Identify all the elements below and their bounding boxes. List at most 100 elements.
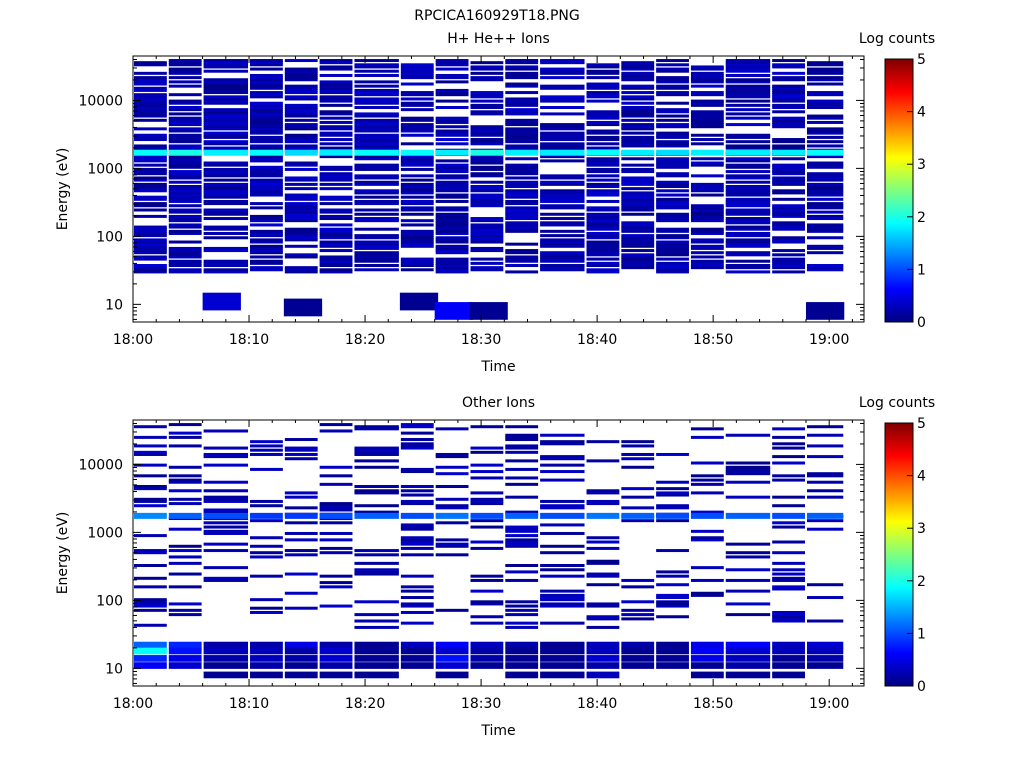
x-tick-label: 18:30 [461,696,501,712]
heatmap-cell [505,450,539,454]
heatmap-cell [134,178,167,182]
heatmap-cell [621,163,655,167]
heatmap-cell [690,65,724,69]
heatmap-cell [250,95,283,99]
heatmap-cell [586,110,620,114]
heatmap-cell [540,131,585,135]
heatmap-cell [621,444,655,448]
heatmap-cell-low [725,647,771,655]
heatmap-cell [400,585,434,589]
heatmap-cell [772,95,805,99]
heatmap-cell [656,268,689,272]
heatmap-cell [168,555,202,559]
heatmap-cell [354,452,399,456]
heatmap-cell [284,88,318,92]
heatmap-cell [400,189,434,193]
heatmap-cell [505,229,539,233]
heatmap-cell [772,180,805,184]
heatmap-cell [806,229,844,233]
heatmap-cell [400,161,434,165]
heatmap-cell [250,118,283,122]
heatmap-cell [656,596,689,600]
heatmap-cell [134,450,167,454]
heatmap-cell [470,197,504,201]
heatmap-cell [586,214,620,218]
heatmap-cell [400,69,434,73]
heatmap-cell [621,101,655,105]
heatmap-cell [134,135,167,139]
heatmap-cell [250,101,283,105]
heatmap-cell [319,504,353,508]
heatmap-cell [656,165,689,169]
heatmap-cell [470,574,504,578]
heatmap-cell [168,423,202,427]
heatmap-cell [806,191,844,195]
y-tick-label: 10000 [78,93,123,109]
heatmap-cell [586,221,620,225]
heatmap-cell [400,596,434,600]
heatmap-cell [505,249,539,253]
heatmap-cell [400,242,434,246]
heatmap-cell [806,114,844,118]
heatmap-cell [319,202,353,206]
heatmap-cell [250,467,283,471]
heatmap-cell [772,84,805,88]
heatmap-cell [250,131,283,135]
heatmap-cell [505,604,539,608]
heatmap-cell-low [284,655,318,662]
heatmap-cell [250,598,283,602]
heatmap-cell [470,470,504,474]
heatmap-cell [586,264,620,268]
heatmap-cell [725,495,771,499]
heatmap-cell [319,231,353,235]
heatmap-cell [250,140,283,144]
heatmap-cell [772,138,805,142]
heatmap-cell [354,450,399,454]
heatmap-cell [656,600,689,604]
heatmap-cell [400,261,434,265]
heatmap-cell [690,99,724,103]
heatmap-cell [319,270,353,274]
heatmap-cell [772,189,805,193]
heatmap-cell [319,146,353,150]
heatmap-cell [134,246,167,250]
heatmap-cell-low [725,662,771,669]
heatmap-cell [540,59,585,63]
x-axis-label: Time [480,723,515,739]
heatmap-cell [400,159,434,163]
heatmap-cell [540,457,585,461]
x-tick-label: 19:00 [809,696,849,712]
heatmap-cell-band [203,149,249,156]
heatmap-cell-band [319,149,353,156]
heatmap-cell-low [656,662,689,669]
heatmap-cell [656,182,689,186]
heatmap-cell [656,504,689,508]
heatmap-cell [203,525,249,529]
heatmap-cell [284,71,318,75]
heatmap-cell [540,598,585,602]
heatmap-cell [284,219,318,223]
colorbar-tick-label: 2 [917,574,926,590]
heatmap-cell [354,549,399,553]
heatmap-cell [250,116,283,120]
heatmap-cell [435,174,469,178]
heatmap-cell [656,249,689,253]
heatmap-cell [319,167,353,171]
heatmap-cell [621,135,655,139]
heatmap-cell [284,118,318,122]
heatmap-cell [505,529,539,533]
heatmap-cell-low [725,641,771,649]
heatmap-cell [470,165,504,169]
heatmap-cell [725,204,771,208]
heatmap-cell [319,223,353,227]
heatmap-cell [586,93,620,97]
heatmap-cell [586,167,620,171]
heatmap-cell [725,69,771,73]
heatmap-cell [621,452,655,456]
heatmap-cell [806,144,844,148]
colorbar [884,58,914,323]
heatmap-cell [203,99,249,103]
heatmap-cell [690,78,724,82]
heatmap-cell [806,227,844,231]
heatmap-cell [505,167,539,171]
